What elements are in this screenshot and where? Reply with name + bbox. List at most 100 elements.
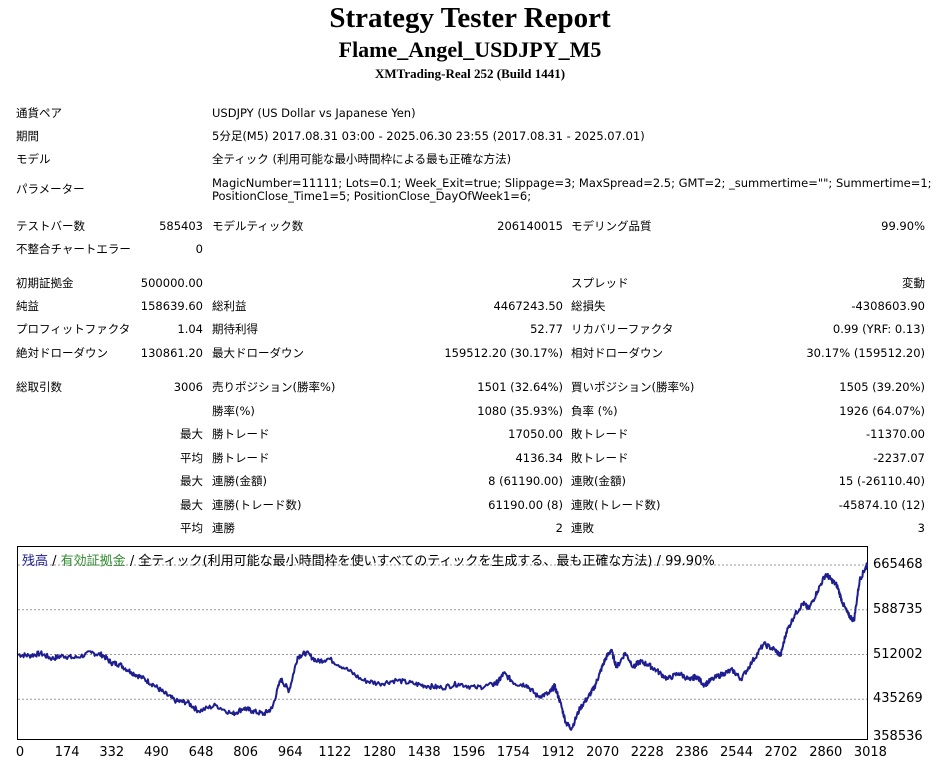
rel-drawdown-value: 30.17% (159512.20) — [806, 346, 925, 360]
cons-win-amount-label: 連勝(金額) — [212, 474, 267, 488]
x-tick-label: 648 — [188, 745, 214, 760]
avg-loss-trade-value: -2237.07 — [873, 451, 925, 465]
x-tick-label: 2544 — [719, 745, 754, 760]
cons-win-count-label: 連勝(トレード数) — [212, 498, 302, 512]
y-tick-label: 358536 — [873, 729, 923, 744]
bars-label: テストバー数 — [16, 219, 85, 233]
period-label: 期間 — [16, 129, 39, 143]
x-tick-label: 1754 — [496, 745, 530, 760]
win-rate-value: 1080 (35.93%) — [477, 404, 563, 418]
abs-drawdown-label: 絶対ドローダウン — [16, 346, 108, 360]
x-tick-label: 2702 — [764, 745, 798, 760]
x-tick-label: 964 — [277, 745, 303, 760]
gross-loss-label: 総損失 — [571, 299, 606, 313]
avg-cons-loss-value: 3 — [917, 521, 925, 535]
max-loss-trade-label: 敗トレード — [571, 427, 629, 441]
profit-factor-value: 1.04 — [177, 322, 203, 336]
balance-series-line — [17, 562, 868, 731]
x-tick-label: 1122 — [318, 745, 352, 760]
net-profit-label: 純益 — [16, 299, 39, 313]
spread-value: 変動 — [902, 276, 925, 290]
long-positions-label: 買いポジション(勝率%) — [571, 380, 695, 394]
rel-drawdown-label: 相対ドローダウン — [571, 346, 663, 360]
gross-loss-value: -4308603.90 — [851, 299, 925, 313]
x-tick-label: 3018 — [853, 745, 887, 760]
total-trades-value: 3006 — [173, 380, 203, 394]
server-build: XMTrading-Real 252 (Build 1441) — [374, 66, 566, 81]
y-tick-label: 435269 — [873, 691, 923, 707]
avg-cons-win-label: 連勝 — [212, 521, 235, 535]
gross-profit-value: 4467243.50 — [493, 299, 563, 313]
x-tick-label: 490 — [143, 745, 169, 760]
ticks-label: モデルティック数 — [212, 219, 304, 233]
balance-chart — [17, 546, 868, 740]
x-tick-label: 0 — [15, 745, 25, 760]
x-tick-label: 2070 — [586, 745, 620, 760]
y-tick-label: 665468 — [873, 557, 923, 572]
legend-description: / 全ティック(利用可能な最小時間枠を使いすべてのティックを生成する、最も正確な… — [125, 554, 715, 569]
avg-loss-trade-label: 敗トレード — [571, 451, 629, 465]
model-value: 全ティック (利用可能な最小時間枠による最も正確な方法) — [212, 152, 512, 166]
max-trade-qualifier: 最大 — [180, 427, 203, 441]
max-drawdown-value: 159512.20 (30.17%) — [444, 346, 563, 360]
abs-drawdown-value: 130861.20 — [140, 346, 203, 360]
cons-loss-count-label: 連敗(トレード数) — [571, 498, 661, 512]
y-tick-label: 588735 — [873, 601, 923, 617]
total-trades-label: 総取引数 — [16, 380, 62, 394]
mismatch-value: 0 — [195, 242, 203, 256]
cons-loss-count-value: -45874.10 (12) — [838, 498, 925, 512]
expected-payoff-value: 52.77 — [530, 322, 563, 336]
x-tick-label: 174 — [54, 745, 80, 760]
cons-loss-amount-label: 連敗(金額) — [571, 474, 626, 488]
spread-label: スプレッド — [571, 276, 629, 290]
legend-balance: 残高 — [22, 554, 49, 569]
max-win-trade-label: 勝トレード — [212, 427, 270, 441]
max-drawdown-label: 最大ドローダウン — [212, 346, 304, 360]
avg-cons-qualifier: 平均 — [180, 521, 203, 535]
avg-cons-win-value: 2 — [555, 521, 563, 535]
avg-win-trade-label: 勝トレード — [212, 451, 270, 465]
recovery-factor-label: リカバリーファクタ — [571, 322, 674, 336]
long-positions-value: 1505 (39.20%) — [839, 380, 925, 394]
quality-label: モデリング品質 — [571, 219, 652, 233]
recovery-factor-value: 0.99 (YRF: 0.13) — [832, 322, 925, 336]
report-title: Strategy Tester Report — [329, 2, 611, 34]
net-profit-value: 158639.60 — [140, 299, 203, 313]
x-tick-label: 1596 — [452, 745, 486, 760]
x-tick-label: 1438 — [407, 745, 441, 760]
loss-rate-value: 1926 (64.07%) — [839, 404, 925, 418]
params-line-1: MagicNumber=11111; Lots=0.1; Week_Exit=t… — [212, 176, 932, 190]
quality-value: 99.90% — [881, 219, 925, 233]
pair-value: USDJPY (US Dollar vs Japanese Yen) — [212, 106, 416, 120]
deposit-label: 初期証拠金 — [16, 276, 74, 290]
max-cons-count-qualifier: 最大 — [180, 498, 203, 512]
loss-rate-label: 負率 (%) — [571, 404, 618, 418]
short-positions-label: 売りポジション(勝率%) — [212, 380, 336, 394]
bars-value: 585403 — [159, 219, 203, 233]
legend-separator: / — [48, 554, 61, 569]
avg-trade-qualifier: 平均 — [180, 451, 203, 465]
x-tick-label: 806 — [233, 745, 259, 760]
cons-win-amount-value: 8 (61190.00) — [488, 474, 563, 488]
win-rate-label: 勝率(%) — [212, 404, 255, 418]
max-win-trade-value: 17050.00 — [508, 427, 563, 441]
deposit-value: 500000.00 — [140, 276, 203, 290]
legend-equity: 有効証拠金 — [60, 554, 126, 569]
chart-legend: 残高 / 有効証拠金 / 全ティック(利用可能な最小時間枠を使いすべてのティック… — [22, 550, 715, 569]
x-tick-label: 332 — [99, 745, 125, 760]
y-tick-label: 512002 — [873, 646, 923, 662]
avg-win-trade-value: 4136.34 — [515, 451, 563, 465]
avg-cons-loss-label: 連敗 — [571, 521, 594, 535]
model-label: モデル — [16, 152, 51, 166]
x-tick-label: 1280 — [362, 745, 397, 760]
max-cons-amount-qualifier: 最大 — [180, 474, 203, 488]
expected-payoff-label: 期待利得 — [212, 322, 258, 336]
x-tick-label: 1912 — [541, 745, 575, 760]
x-tick-label: 2860 — [809, 745, 843, 760]
gross-profit-label: 総利益 — [212, 299, 247, 313]
cons-loss-amount-value: 15 (-26110.40) — [838, 474, 925, 488]
ticks-value: 206140015 — [497, 219, 563, 233]
max-loss-trade-value: -11370.00 — [865, 427, 925, 441]
profit-factor-label: プロフィットファクタ — [16, 322, 131, 336]
